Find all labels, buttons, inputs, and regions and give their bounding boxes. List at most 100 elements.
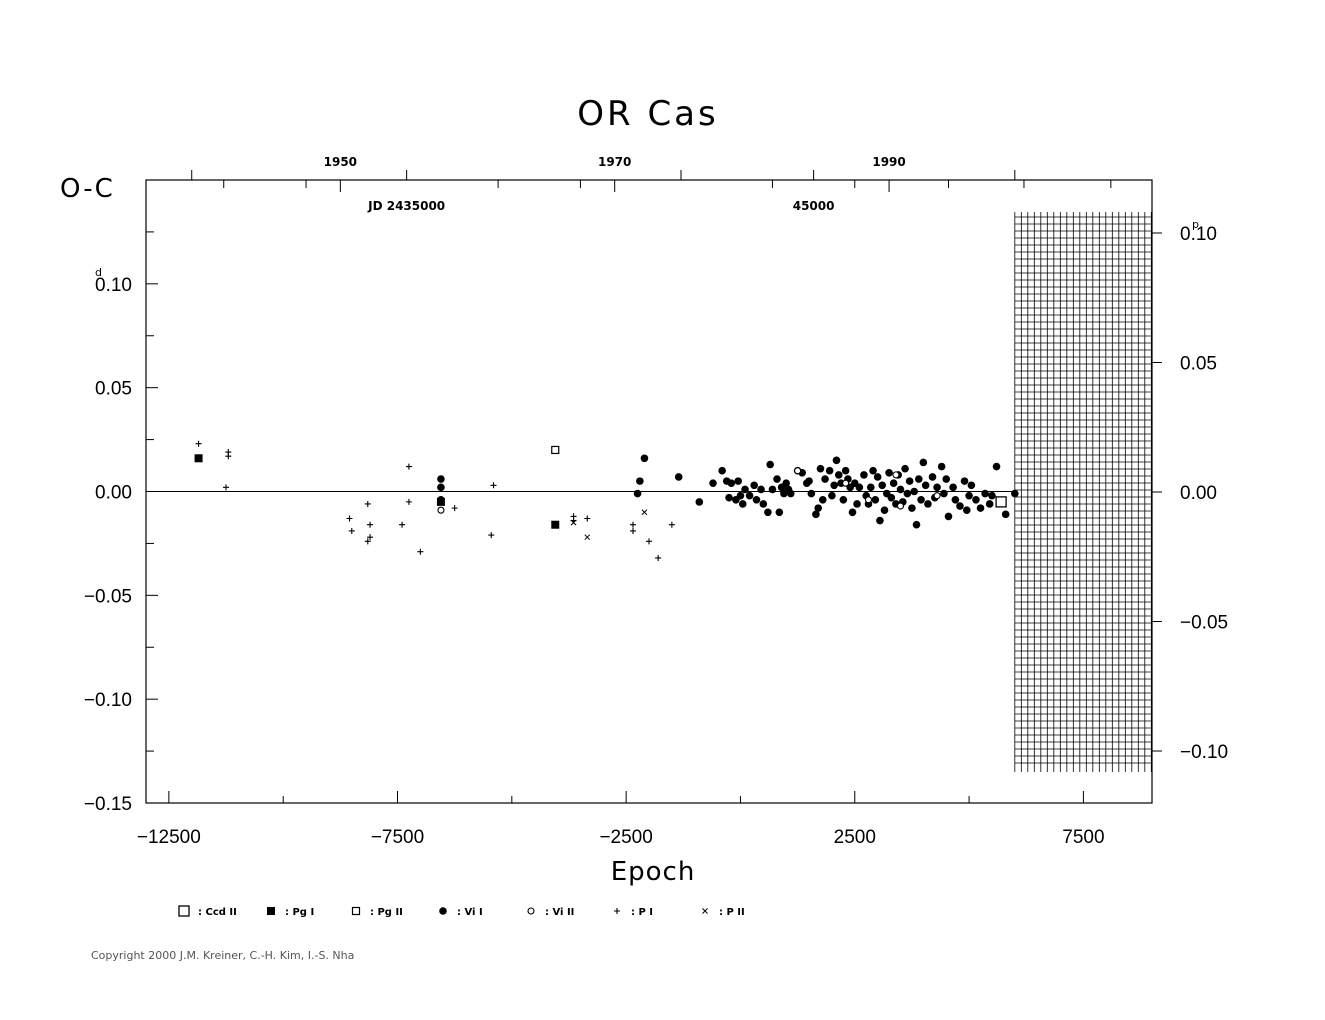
point-vi-i (860, 471, 868, 479)
point-vi-i (917, 496, 925, 504)
point-vi-i (752, 496, 761, 504)
x-tick-label: 2500 (834, 827, 876, 848)
point-vi-i (725, 493, 733, 502)
point-vi-i (812, 510, 820, 519)
point-vi-i (1011, 489, 1019, 498)
point-vi-i (636, 477, 644, 485)
point-p-i (195, 440, 202, 447)
point-p-i (655, 554, 662, 561)
point-vi-i (768, 485, 777, 494)
legend-label: : Pg I (285, 907, 314, 918)
top-year-label: 1990 (872, 155, 905, 169)
point-p-i (417, 548, 424, 555)
y-axis-label: O-C (60, 174, 115, 204)
point-vi-i (972, 496, 980, 504)
point-vi-i (741, 485, 749, 494)
point-vi-i (841, 466, 850, 475)
x-tick-label: −2500 (599, 827, 652, 848)
point-vi-i (848, 508, 857, 517)
y-tick-label: 0.10 (95, 275, 132, 296)
point-p-i (225, 453, 232, 460)
point-vi-i (1001, 510, 1010, 519)
copyright-text: Copyright 2000 J.M. Kreiner, C.-H. Kim, … (91, 949, 355, 962)
legend-label: : Vi I (457, 907, 483, 918)
point-vi-i (745, 491, 754, 500)
point-vi-i (437, 496, 445, 504)
right-y-tick-label: 0.05 (1180, 354, 1217, 375)
point-vi-i (940, 489, 948, 498)
y-tick-label: 0.05 (95, 379, 132, 400)
point-vi-i (834, 471, 843, 479)
point-vi-i (807, 489, 816, 498)
legend: : Ccd II: Pg I: Pg II: Vi I: Vi II: P I:… (178, 905, 745, 918)
data-points (194, 440, 1019, 561)
point-p-i (451, 505, 458, 512)
point-p-i (399, 521, 406, 528)
point-p-i (488, 532, 495, 539)
point-vi-ii (864, 496, 873, 504)
legend-marker (527, 907, 535, 915)
point-vi-i (828, 491, 836, 500)
point-vi-i (933, 483, 941, 492)
point-p-i (367, 521, 374, 528)
point-pg-i (194, 454, 203, 463)
legend-marker (351, 906, 361, 916)
x-tick-label: 7500 (1062, 827, 1104, 848)
point-vi-i (942, 475, 951, 483)
point-vi-i (805, 477, 813, 485)
point-vi-i (988, 491, 996, 500)
point-p-i (346, 515, 353, 522)
right-y-tick-label: −0.05 (1180, 613, 1228, 634)
y-tick-label: −0.15 (84, 794, 132, 815)
point-vi-i (818, 496, 827, 504)
point-vi-ii (896, 502, 905, 510)
point-vi-ii (437, 506, 445, 514)
legend-label: : P I (631, 907, 653, 918)
hatched-region (1014, 212, 1152, 772)
point-vi-i (816, 464, 825, 473)
point-vi-i (782, 479, 790, 487)
point-vi-i (437, 483, 445, 492)
point-vi-i (839, 496, 848, 504)
point-vi-i (674, 473, 683, 481)
point-vi-i (924, 500, 932, 508)
legend-marker (702, 908, 708, 914)
x-axis-label: Epoch (611, 857, 696, 887)
point-p-ii (641, 509, 648, 516)
point-vi-i (992, 462, 1001, 471)
top-year-label: 1950 (324, 155, 357, 169)
point-vi-i (896, 485, 905, 494)
point-p-i (348, 527, 355, 534)
legend-label: : Ccd II (198, 907, 237, 918)
point-vi-i (853, 500, 861, 508)
point-p-i (646, 538, 652, 545)
point-vi-i (437, 475, 445, 483)
y-tick-label: 0.00 (95, 483, 132, 504)
point-vi-i (965, 491, 973, 500)
point-pg-i (551, 520, 560, 529)
point-vi-i (855, 483, 864, 492)
legend-marker (614, 908, 620, 914)
point-vi-i (889, 479, 898, 487)
point-vi-i (921, 481, 930, 490)
point-vi-i (766, 460, 774, 469)
point-vi-i (878, 481, 887, 490)
point-vi-i (901, 464, 909, 473)
point-vi-i (830, 481, 838, 490)
point-p-ii (570, 519, 577, 526)
point-p-i (405, 498, 412, 505)
point-vi-i (814, 504, 822, 512)
point-vi-i (821, 475, 829, 483)
y-tick-label: −0.10 (84, 690, 132, 711)
point-vi-i (871, 496, 880, 504)
point-vi-i (985, 500, 994, 508)
point-vi-ii (933, 492, 941, 500)
point-p-i (367, 534, 374, 541)
y-tick-label: −0.05 (84, 586, 132, 607)
point-p-i (629, 521, 636, 528)
point-vi-i (937, 462, 946, 471)
point-vi-ii (842, 479, 850, 487)
right-y-tick-label: 0.10 (1180, 224, 1217, 245)
point-vi-i (727, 479, 736, 487)
